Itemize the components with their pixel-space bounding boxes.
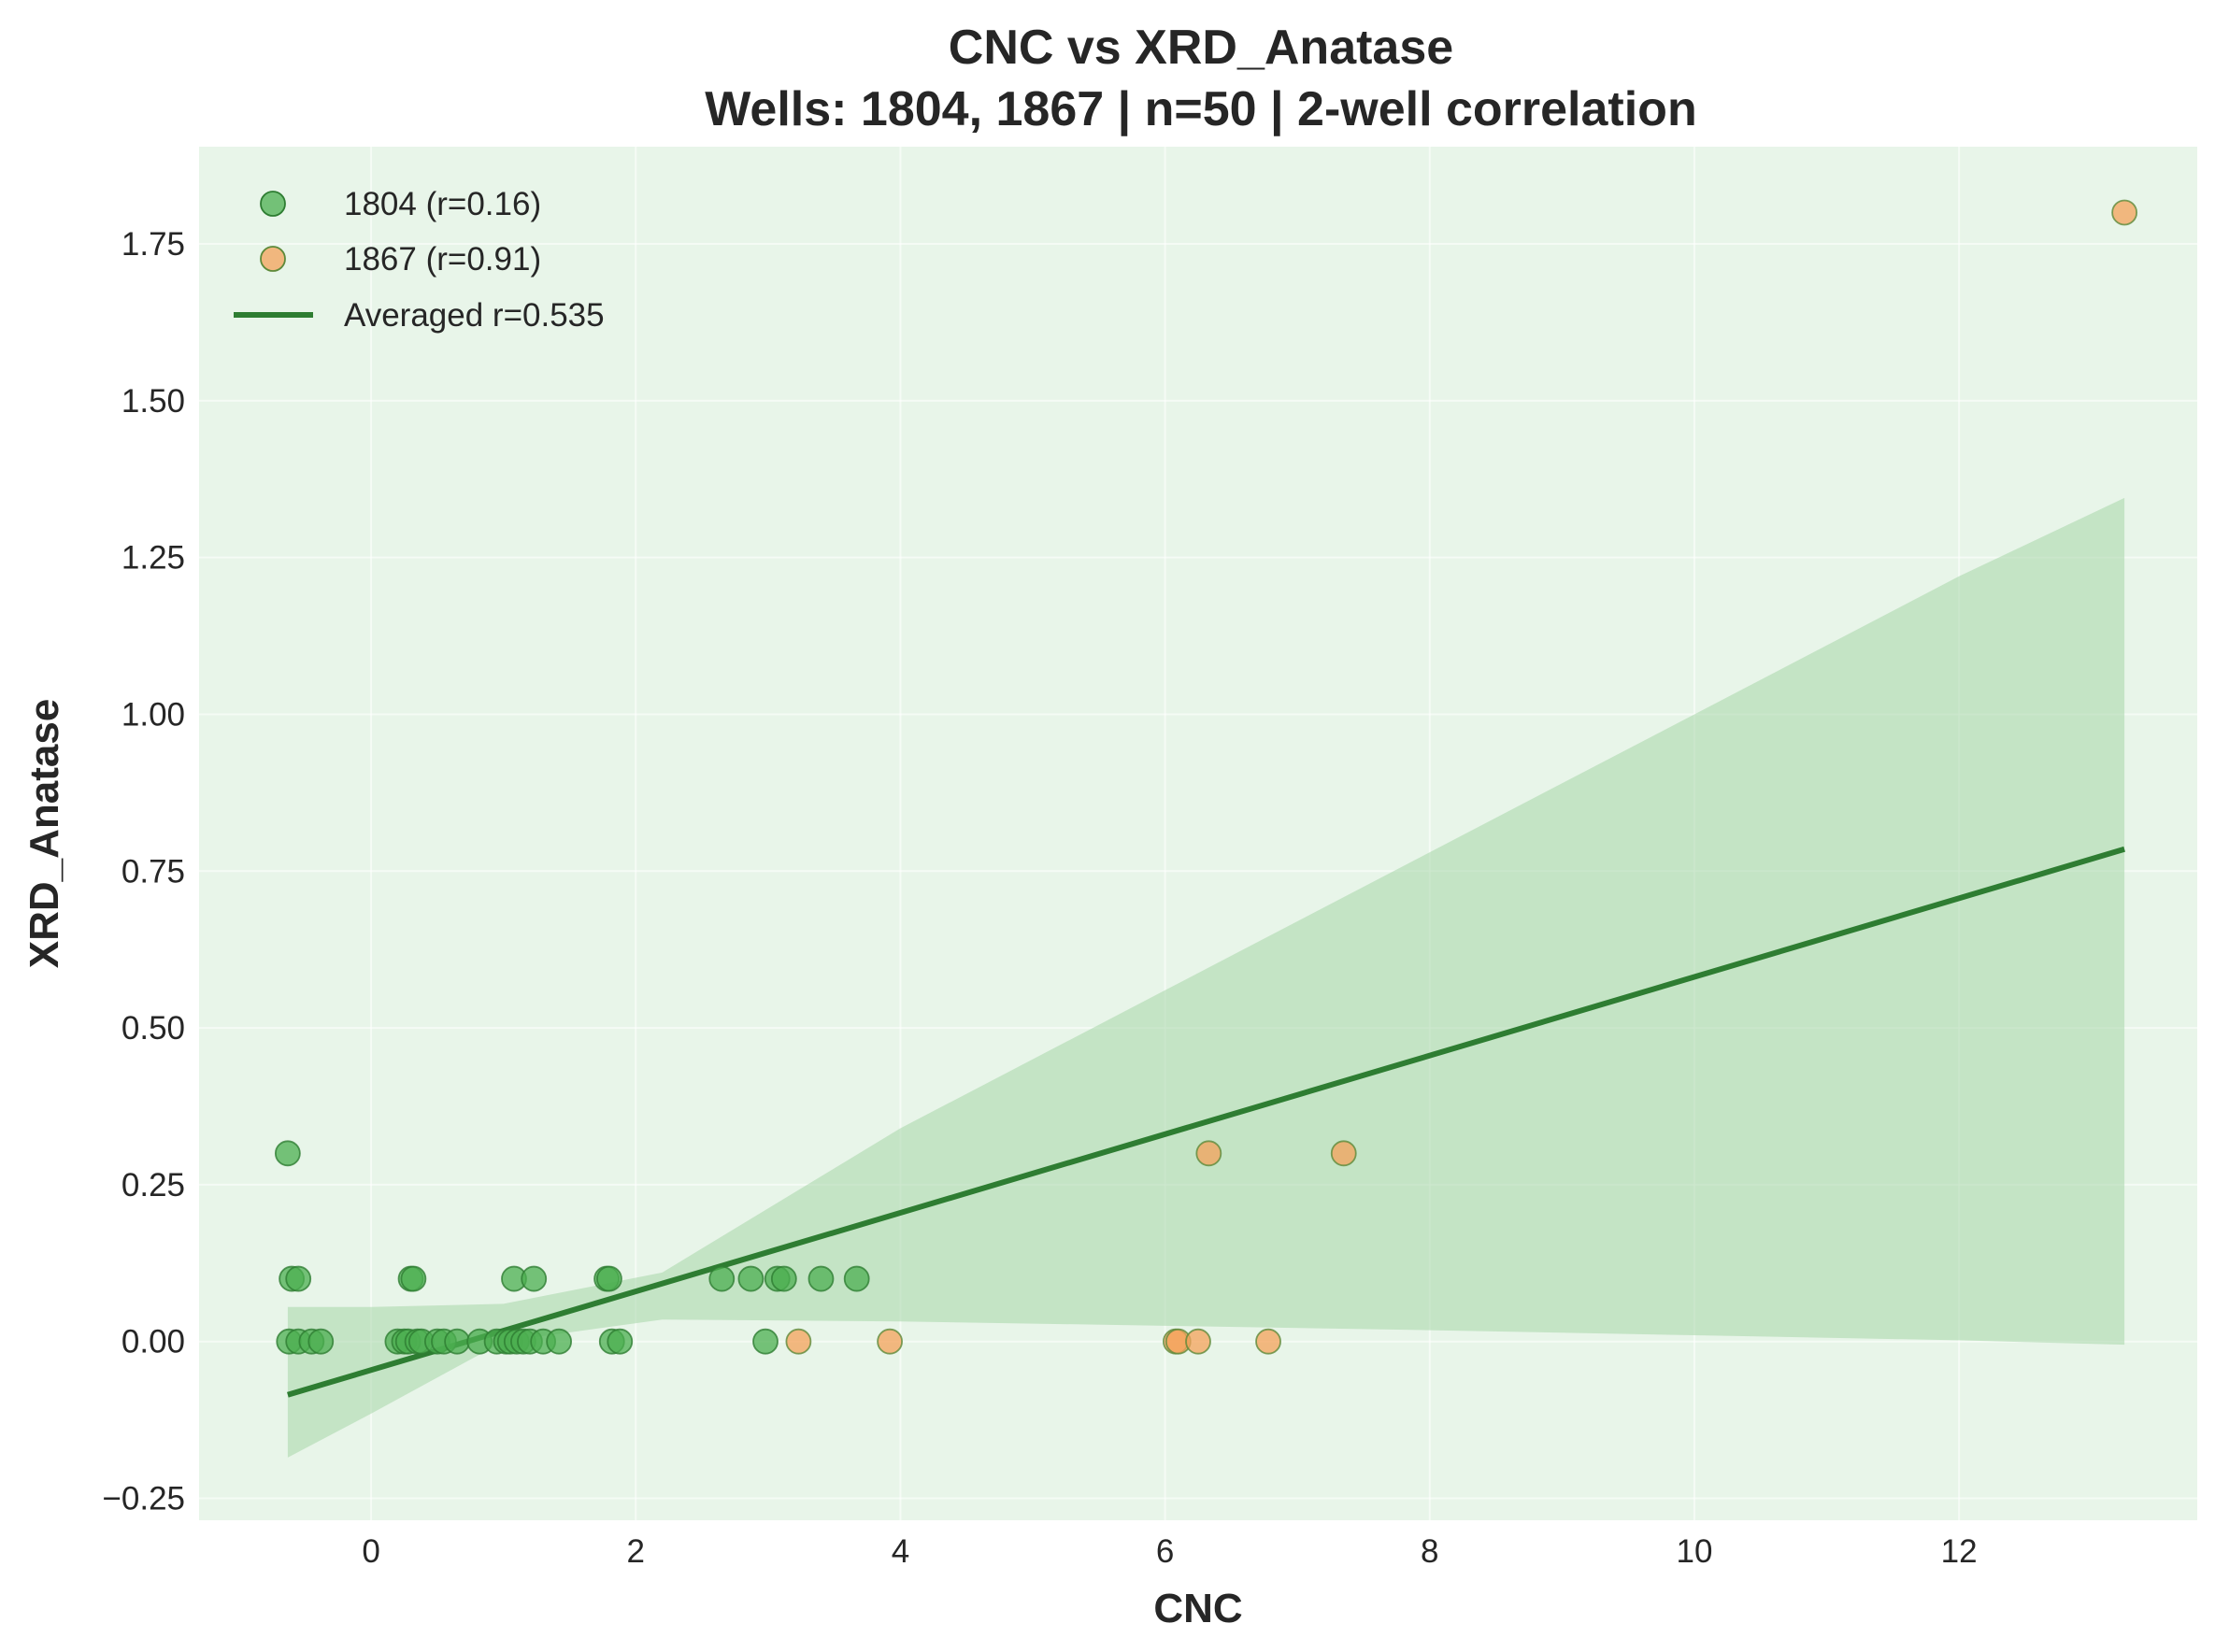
point-1867-4 [1185,1328,1211,1355]
chart-title-line1: CNC vs XRD_Anatase [949,21,1453,75]
y-tick-label-0: −0.25 [102,1481,185,1517]
x-tick-label-1: 2 [627,1533,645,1570]
y-tick-label-1: 0.00 [121,1324,185,1360]
point-1804-38 [843,1265,870,1292]
y-tick-label-6: 1.25 [121,540,185,577]
point-1804-27 [546,1328,573,1355]
fit-line-layer [287,846,2125,1398]
x-tick-labels: 0 2 4 6 8 10 12 [362,1533,1977,1570]
point-1804-31 [607,1328,634,1355]
point-1867-5 [1195,1140,1222,1167]
point-1804-36 [770,1265,797,1292]
point-1867-8 [2111,199,2138,226]
x-tick-label-5: 10 [1676,1533,1712,1570]
legend-marker-1867 [260,246,286,272]
x-axis-label: CNC [1153,1586,1242,1631]
x-tick-label-3: 6 [1156,1533,1174,1570]
y-axis-label: XRD_Anatase [21,699,67,969]
point-1804-16 [444,1328,470,1355]
y-tick-label-5: 1.00 [121,696,185,733]
point-1867-6 [1255,1328,1281,1355]
confidence-band-layer [287,497,2125,1458]
x-tick-label-6: 12 [1941,1533,1978,1570]
y-tick-label-4: 0.75 [121,853,185,890]
point-1804-29 [596,1265,622,1292]
x-tick-label-4: 8 [1421,1533,1438,1570]
legend-label-fit: Averaged r=0.535 [344,297,605,334]
y-tick-label-7: 1.50 [121,383,185,420]
y-tick-labels: −0.25 0.00 0.25 0.50 0.75 1.00 1.25 1.50 1.75 [102,226,185,1517]
points-layer [274,199,2138,1355]
legend-label-1804: 1804 (r=0.16) [344,186,541,222]
legend-label-1867: 1867 (r=0.91) [344,241,541,278]
point-1804-6 [307,1328,335,1355]
point-1867-0 [785,1328,812,1355]
point-1804-0 [274,1140,301,1167]
x-tick-label-2: 4 [892,1533,909,1570]
x-tick-label-0: 0 [362,1533,379,1570]
point-1867-7 [1330,1140,1357,1167]
y-tick-label-8: 1.75 [121,226,185,263]
legend: 1804 (r=0.16) 1867 (r=0.91) Averaged r=0… [234,186,605,334]
point-1804-2 [285,1265,312,1292]
point-1867-1 [877,1328,903,1355]
y-tick-label-2: 0.25 [121,1167,185,1203]
point-1804-32 [708,1265,736,1292]
confidence-band [287,497,2125,1458]
point-1804-25 [521,1265,548,1292]
point-1804-37 [807,1265,835,1292]
point-1804-34 [752,1328,779,1355]
legend-marker-1804 [260,191,286,217]
point-1804-11 [400,1265,427,1292]
chart-title-line2: Wells: 1804, 1867 | n=50 | 2-well correl… [705,82,1696,136]
point-1804-33 [737,1265,765,1292]
fit-line [287,846,2125,1398]
y-tick-label-3: 0.50 [121,1010,185,1047]
